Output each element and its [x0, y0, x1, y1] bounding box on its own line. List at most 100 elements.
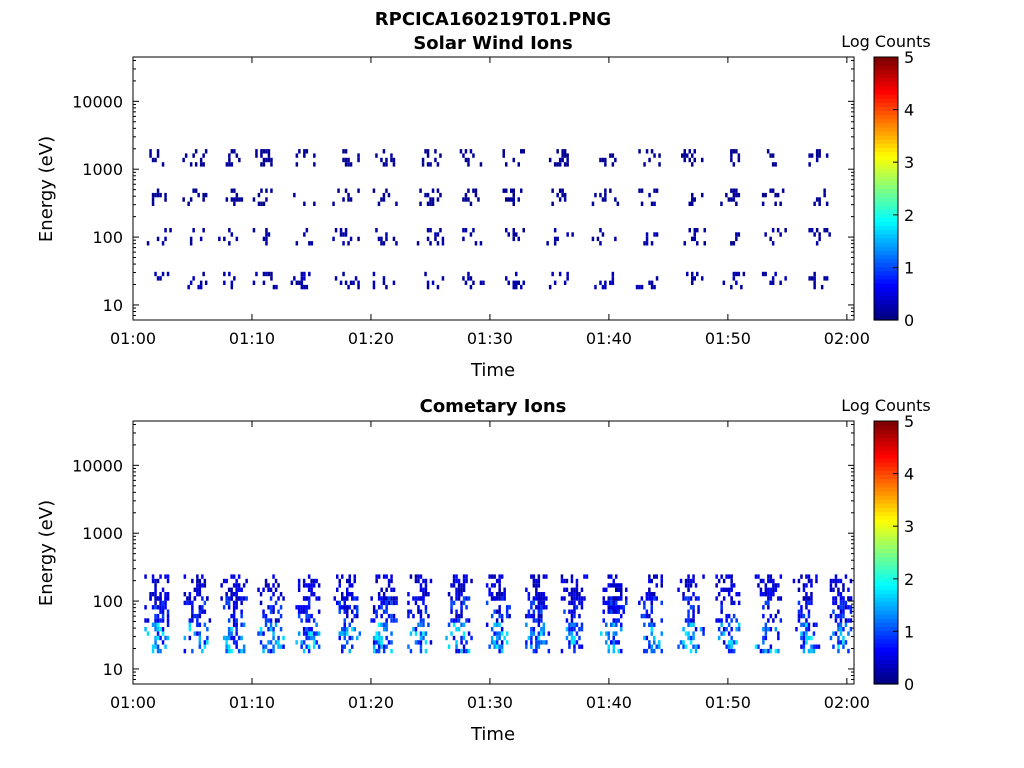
heatmap-cell: [686, 153, 689, 158]
heatmap-cell: [264, 583, 268, 588]
heatmap-cell: [436, 188, 440, 193]
heatmap-cell: [535, 618, 538, 623]
heatmap-cell: [390, 613, 393, 619]
heatmap-cell: [660, 618, 663, 623]
heatmap-cell: [434, 236, 437, 242]
heatmap-cell: [679, 640, 683, 645]
heatmap-cell: [334, 276, 338, 281]
heatmap-cell: [199, 284, 203, 290]
heatmap-cell: [452, 574, 456, 579]
heatmap-cell: [693, 157, 696, 163]
heatmap-cell: [349, 236, 353, 242]
heatmap-cell: [684, 596, 688, 601]
heatmap-cell: [839, 609, 843, 614]
heatmap-cell: [452, 618, 456, 623]
colorbar-segment: [874, 93, 898, 99]
heatmap-cell: [434, 232, 437, 237]
heatmap-cell: [429, 228, 432, 233]
heatmap-cell: [426, 153, 430, 158]
heatmap-cell: [615, 574, 618, 579]
heatmap-cell: [385, 644, 388, 649]
heatmap-cell: [146, 631, 150, 636]
heatmap-cell: [154, 640, 157, 645]
heatmap-cell: [462, 583, 466, 588]
heatmap-cell: [537, 635, 541, 641]
heatmap-cell: [813, 276, 816, 281]
heatmap-cell: [573, 640, 576, 645]
heatmap-cell: [277, 618, 280, 623]
heatmap-cell: [779, 280, 782, 285]
colorbar-segment: [874, 57, 898, 62]
heatmap-cell: [295, 280, 299, 285]
heatmap-cell: [230, 648, 233, 654]
heatmap-cell: [566, 153, 569, 158]
heatmap-cell: [602, 618, 605, 623]
colorbar-segment: [874, 457, 898, 463]
heatmap-cell: [429, 578, 433, 584]
colorbar-segment: [874, 548, 898, 554]
heatmap-cell: [230, 627, 233, 632]
heatmap-cell: [735, 280, 738, 285]
heatmap-cell: [522, 149, 525, 154]
heatmap-cell: [805, 592, 808, 597]
heatmap-cell: [573, 596, 576, 601]
heatmap-cell: [615, 622, 618, 627]
heatmap-cell: [648, 644, 651, 649]
heatmap-cell: [735, 236, 738, 242]
heatmap-cell: [542, 627, 546, 632]
heatmap-cell: [808, 153, 811, 158]
x-tick-label: 01:00: [110, 693, 156, 712]
heatmap-cell: [161, 609, 165, 614]
heatmap-cell: [279, 644, 283, 649]
heatmap-cell: [267, 157, 271, 163]
heatmap-cell: [570, 600, 574, 606]
heatmap-cell: [578, 613, 581, 619]
heatmap-cell: [380, 600, 383, 606]
colorbar-segment: [874, 114, 898, 120]
heatmap-cell: [144, 618, 147, 623]
heatmap-cell: [342, 241, 345, 246]
heatmap-cell: [235, 618, 238, 623]
colorbar-segment: [874, 303, 898, 309]
heatmap-cell: [452, 600, 456, 606]
heatmap-cell: [385, 609, 388, 614]
heatmap-cell: [614, 197, 617, 202]
heatmap-cell: [764, 635, 768, 641]
heatmap-cell: [722, 578, 726, 584]
heatmap-cell: [702, 574, 705, 579]
heatmap-cell: [701, 192, 704, 198]
heatmap-cell: [242, 596, 246, 601]
heatmap-cell: [679, 578, 683, 584]
heatmap-cell: [235, 644, 238, 649]
heatmap-cell: [498, 583, 501, 588]
heatmap-cell: [693, 236, 696, 242]
x-tick-label: 01:30: [467, 329, 513, 348]
heatmap-cell: [426, 284, 430, 290]
heatmap-cell: [424, 192, 427, 198]
heatmap-cell: [196, 613, 199, 619]
heatmap-cell: [351, 583, 354, 588]
heatmap-cell: [270, 271, 273, 277]
heatmap-cell: [553, 228, 557, 233]
heatmap-cell: [255, 271, 258, 277]
heatmap-cell: [532, 618, 536, 623]
heatmap-cell: [772, 618, 775, 623]
heatmap-cell: [305, 635, 308, 641]
heatmap-cell: [612, 648, 615, 654]
colorbar-segment: [874, 180, 898, 185]
colorbar-segment: [874, 577, 898, 582]
heatmap-cell: [653, 592, 656, 597]
heatmap-cell: [687, 631, 690, 636]
figure-title: RPCICA160219T01.PNG: [375, 9, 611, 30]
heatmap-cell: [225, 635, 228, 641]
heatmap-cell: [201, 605, 204, 610]
heatmap-cell: [188, 622, 192, 627]
heatmap-cell: [648, 574, 651, 579]
heatmap-cell: [527, 592, 531, 597]
heatmap-cell: [495, 635, 499, 641]
heatmap-cell: [385, 236, 388, 242]
heatmap-cell: [198, 592, 202, 597]
heatmap-cell: [615, 605, 618, 610]
heatmap-cell: [842, 596, 845, 601]
heatmap-cell: [617, 609, 620, 614]
